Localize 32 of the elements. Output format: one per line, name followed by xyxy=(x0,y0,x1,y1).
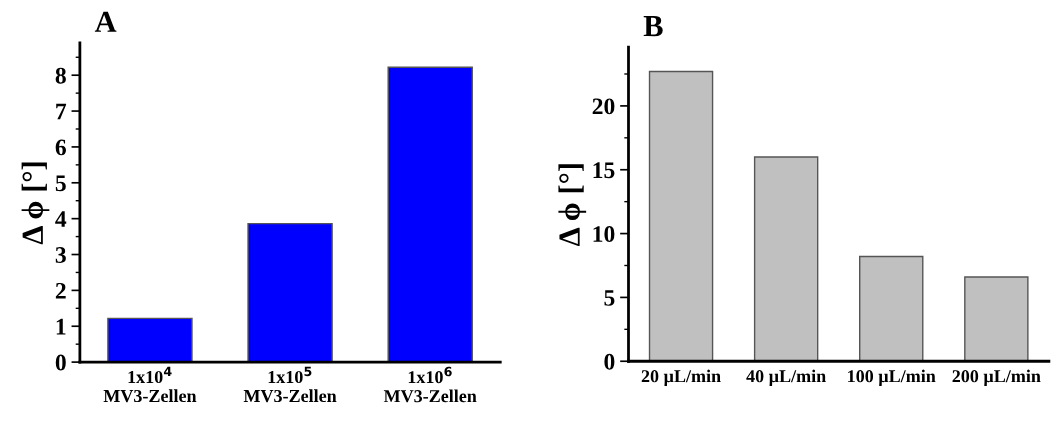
x-tick-label: 1x10$^{6}$ MV3-Zellen xyxy=(383,366,477,403)
chart-title: A xyxy=(94,11,117,32)
y-tick-label: 2 xyxy=(55,282,66,299)
bar xyxy=(753,156,819,362)
y-tick-label: 4 xyxy=(55,211,67,227)
y-tick-label: 6 xyxy=(55,139,66,156)
bar xyxy=(859,255,924,362)
y-tick-label: 20 xyxy=(592,98,615,115)
y-tick-label: 7 xyxy=(56,103,67,120)
y-tick-label: 0 xyxy=(604,353,615,370)
y-axis-title: Δ ϕ [°] xyxy=(558,164,587,246)
x-tick-label: 100 µL/min xyxy=(848,369,936,386)
y-tick-label: 5 xyxy=(55,175,66,192)
y-tick-label: 15 xyxy=(593,162,615,179)
bar xyxy=(964,276,1029,362)
y-axis-title: Δ ϕ [°] xyxy=(21,162,50,245)
y-tick-label: 10 xyxy=(593,226,615,242)
x-tick-label: 200 µL/min xyxy=(952,369,1041,386)
bar xyxy=(387,66,473,363)
x-tick-label: 20 µL/min xyxy=(641,369,721,386)
x-tick-label: 40 µL/min xyxy=(746,369,826,386)
y-tick-label: 1 xyxy=(56,318,66,335)
x-tick-label: 1x10$^{5}$ MV3-Zellen xyxy=(243,366,337,403)
chart-title: B xyxy=(643,16,663,37)
bar xyxy=(648,70,714,362)
y-tick-label: 0 xyxy=(55,354,66,371)
y-tick-label: 8 xyxy=(55,67,66,84)
bar xyxy=(107,317,193,363)
y-tick-label: 3 xyxy=(55,247,66,263)
y-tick-label: 5 xyxy=(604,290,615,306)
bar xyxy=(247,222,333,363)
x-tick-label: 1x10$^{4}$ MV3-Zellen xyxy=(103,366,197,403)
